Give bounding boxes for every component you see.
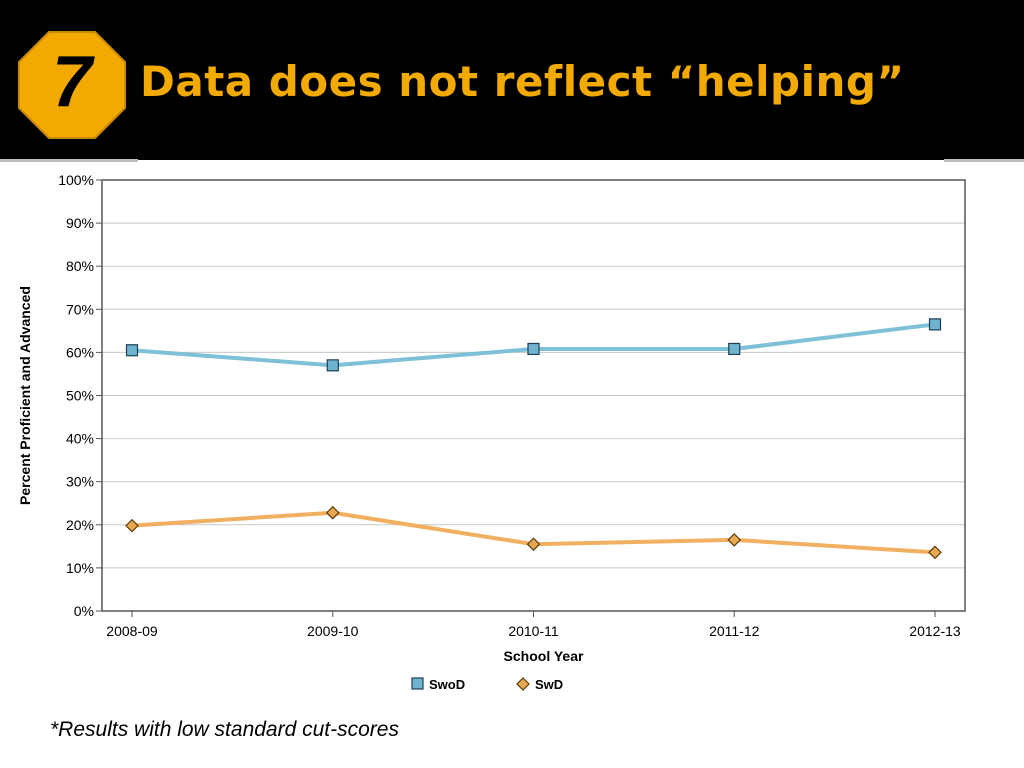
y-tick-label: 0% bbox=[74, 603, 94, 619]
data-point-swd bbox=[526, 537, 541, 552]
divider-right bbox=[944, 159, 1024, 162]
x-axis-ticks: 2008-09 2009-10 2010-11 2011-12 2012-13 bbox=[106, 611, 961, 639]
slide-title: Data does not reflect “helping” bbox=[140, 57, 905, 106]
y-tick-label: 100% bbox=[58, 172, 94, 188]
y-axis-label: Percent Proficient and Advanced bbox=[17, 286, 33, 505]
data-point-swd bbox=[325, 505, 340, 520]
divider-left bbox=[0, 159, 138, 162]
legend-label-swd: SwD bbox=[535, 677, 563, 692]
x-tick-label: 2012-13 bbox=[909, 623, 961, 639]
x-tick-label: 2011-12 bbox=[709, 623, 760, 639]
x-tick-label: 2010-11 bbox=[508, 623, 559, 639]
y-tick-label: 40% bbox=[66, 431, 94, 447]
y-tick-label: 20% bbox=[66, 517, 94, 533]
slide-number: 7 bbox=[51, 42, 93, 122]
data-point-swod bbox=[326, 359, 339, 372]
slide-header: 7 Data does not reflect “helping” bbox=[0, 0, 1024, 160]
y-tick-label: 30% bbox=[66, 474, 94, 490]
plot-frame bbox=[101, 179, 966, 612]
data-point-swd bbox=[727, 533, 742, 547]
slide-number-badge: 7 bbox=[17, 30, 127, 140]
y-tick-label: 50% bbox=[66, 388, 94, 404]
data-point-swod bbox=[125, 344, 139, 357]
y-axis-ticks: 0% 10% 20% 30% 40% 50% 60% 70% 80% 90% 100% bbox=[58, 172, 102, 619]
y-tick-label: 90% bbox=[66, 215, 94, 231]
chart-series bbox=[125, 318, 942, 560]
y-tick-label: 60% bbox=[66, 344, 94, 360]
y-tick-label: 10% bbox=[66, 560, 94, 576]
x-tick-label: 2009-10 bbox=[307, 623, 359, 639]
chart-area bbox=[0, 160, 1024, 768]
chart-legend: SwoD SwD bbox=[411, 677, 563, 692]
data-point-swd bbox=[928, 545, 942, 560]
data-point-swod bbox=[527, 342, 540, 356]
line-chart: 0% 10% 20% 30% 40% 50% 60% 70% 80% 90% 100% 2008-0… bbox=[17, 172, 966, 692]
legend-marker-swd bbox=[516, 677, 530, 691]
footnote: *Results with low standard cut-scores bbox=[50, 718, 399, 741]
octagon-badge-icon bbox=[18, 31, 126, 139]
x-tick-label: 2008-09 bbox=[106, 623, 158, 639]
x-axis-label: School Year bbox=[504, 648, 584, 664]
legend-marker-swod bbox=[411, 677, 424, 690]
data-point-swod bbox=[728, 342, 741, 356]
data-point-swd bbox=[125, 518, 139, 533]
y-tick-label: 70% bbox=[66, 301, 94, 317]
y-tick-label: 80% bbox=[66, 258, 94, 274]
legend-label-swod: SwoD bbox=[429, 677, 465, 692]
data-point-swod bbox=[928, 318, 942, 331]
